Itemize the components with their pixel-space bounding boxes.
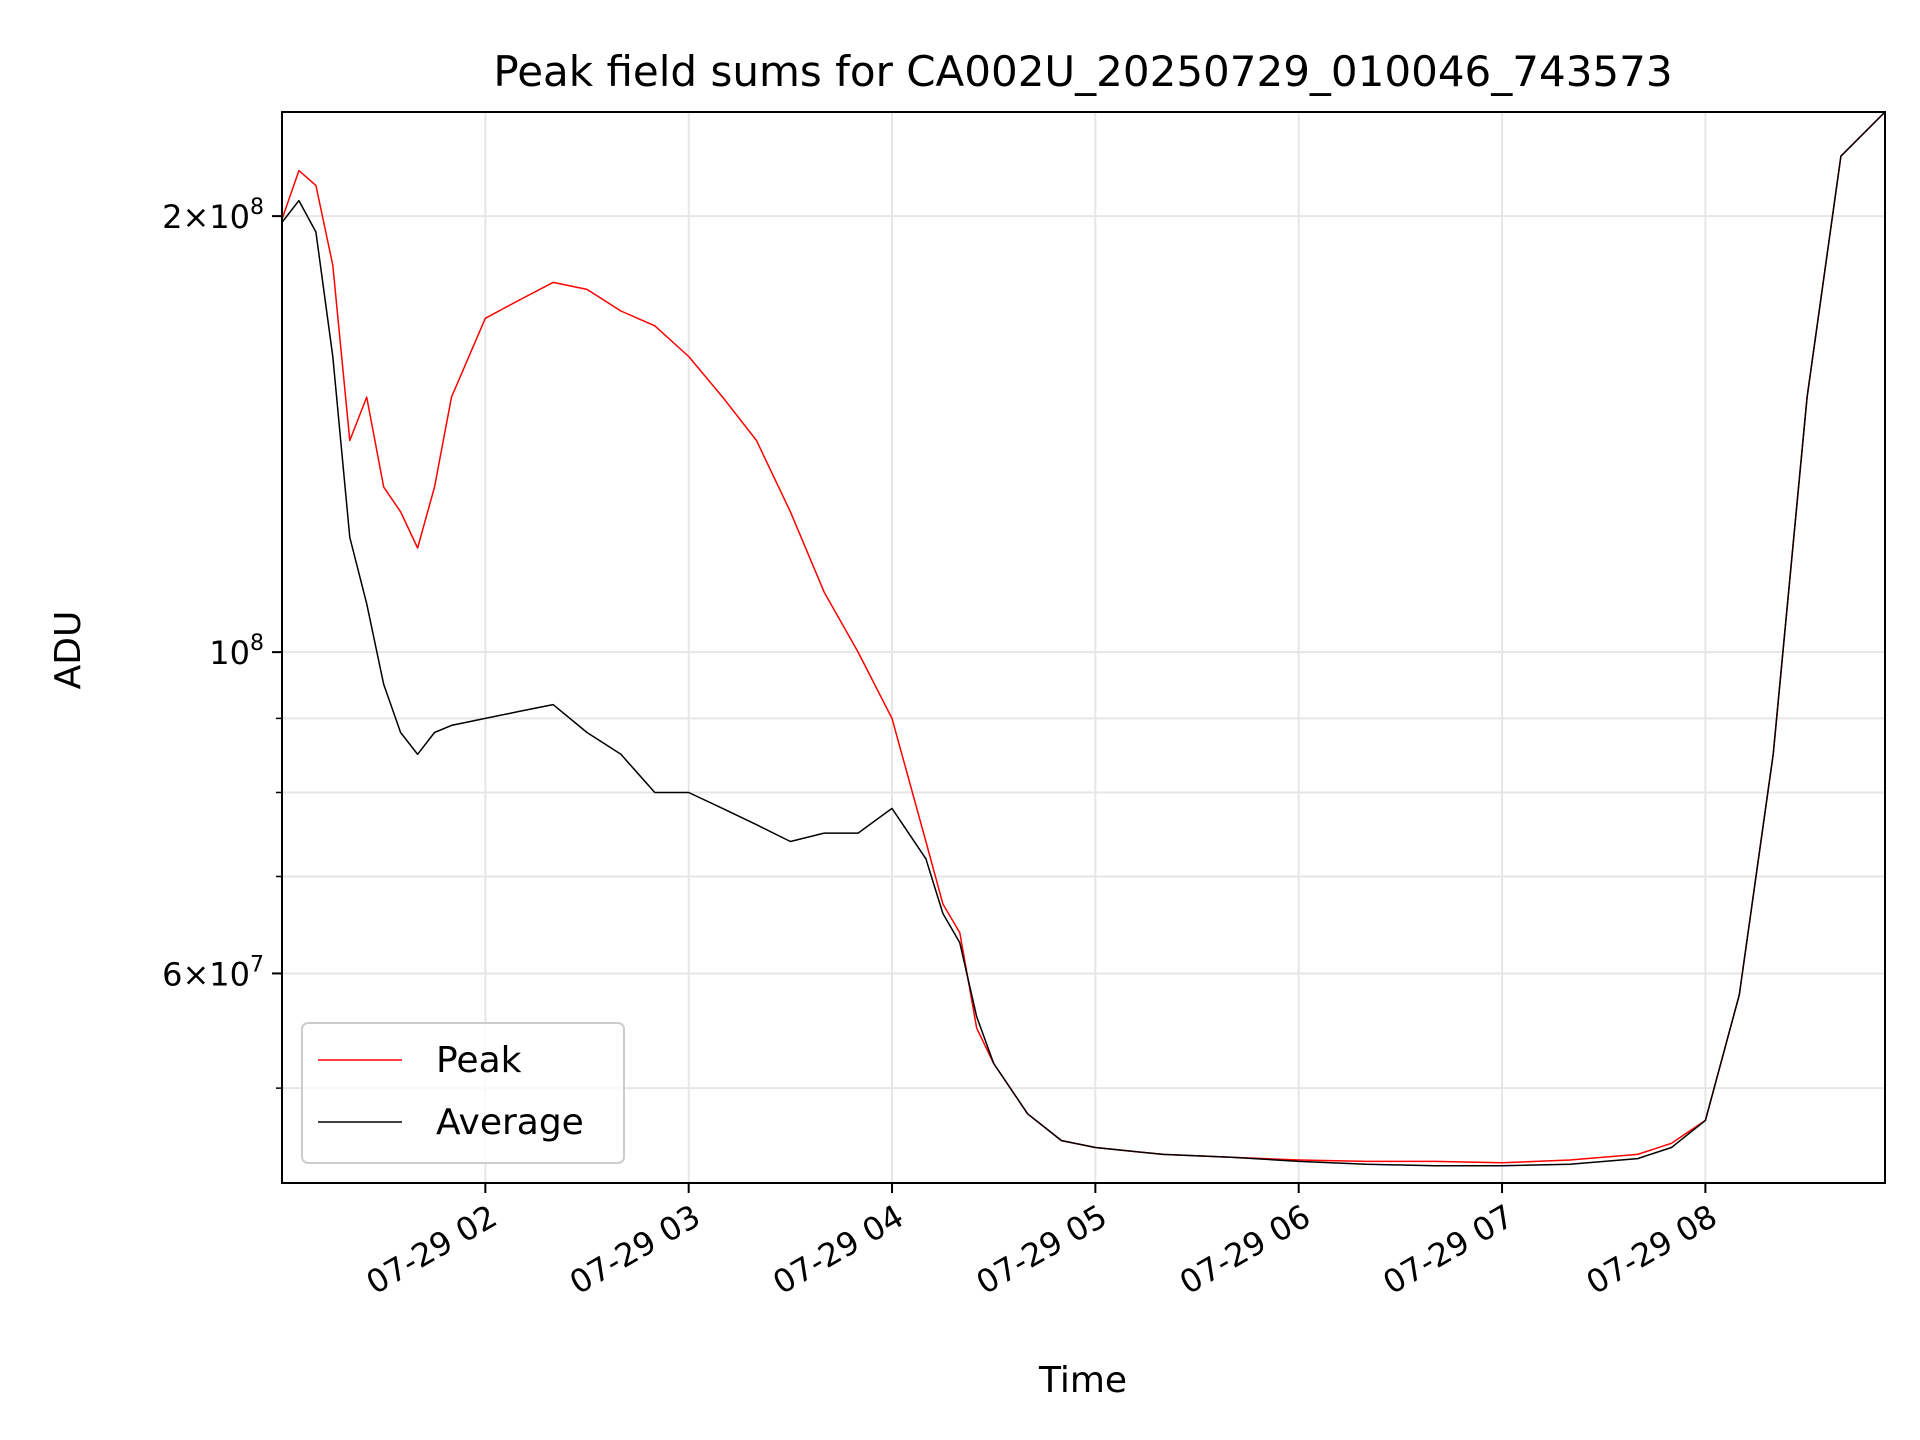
- y-axis-label: ADU: [48, 611, 89, 690]
- series-layer: [282, 112, 1885, 1167]
- y-tick-label: 6×107: [162, 952, 264, 993]
- chart-title: Peak field sums for CA002U_20250729_0100…: [493, 47, 1672, 96]
- series-line-average: [282, 112, 1885, 1167]
- legend-label-average: Average: [436, 1102, 584, 1143]
- legend: Peak Average: [301, 1022, 625, 1164]
- legend-box: [301, 1022, 625, 1164]
- y-tick-label: 2×108: [162, 195, 264, 236]
- plot-frame: [281, 111, 1886, 1184]
- x-axis-label: Time: [1038, 1360, 1127, 1401]
- series-line-peak: [282, 112, 1885, 1164]
- legend-label-peak: Peak: [436, 1040, 522, 1081]
